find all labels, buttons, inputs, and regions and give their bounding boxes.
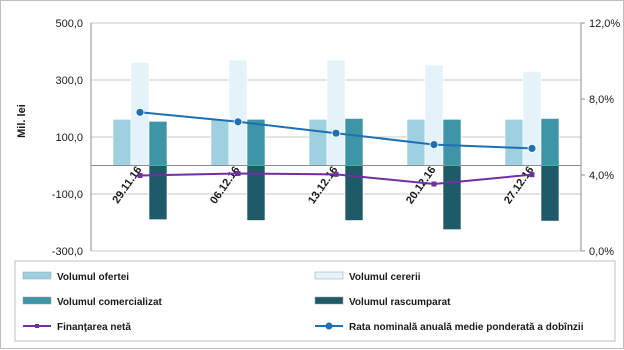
bar-2 bbox=[246, 119, 266, 166]
bar-3 bbox=[540, 165, 560, 222]
legend-label: Rata nominală anuală medie ponderată a d… bbox=[349, 322, 584, 333]
y2-tick-label: 4,0% bbox=[589, 170, 614, 182]
bar-0 bbox=[112, 119, 132, 166]
line-point bbox=[429, 140, 439, 150]
line-point bbox=[233, 117, 243, 127]
bar-3 bbox=[442, 165, 462, 230]
legend-swatch bbox=[314, 296, 344, 305]
y-tick-label: -100,0 bbox=[52, 189, 83, 201]
line-point bbox=[529, 172, 535, 178]
bar-1 bbox=[228, 59, 248, 166]
legend-label: Volumul comercializat bbox=[57, 297, 163, 308]
y2-tick-label: 8,0% bbox=[589, 94, 614, 106]
y2-tick-label: 12,0% bbox=[589, 18, 620, 30]
line-point bbox=[333, 171, 339, 177]
y-tick-label: 500,0 bbox=[55, 18, 83, 30]
bar-1 bbox=[326, 59, 346, 166]
bar-0 bbox=[210, 119, 230, 166]
line-point bbox=[431, 181, 437, 187]
line-point bbox=[235, 170, 241, 176]
line-point bbox=[527, 143, 537, 153]
bar-0 bbox=[504, 119, 524, 166]
y-axis-title: Mil. lei bbox=[16, 104, 28, 138]
y-tick-label: -300,0 bbox=[52, 246, 83, 258]
legend-label: Volumul rascumparat bbox=[349, 297, 451, 308]
legend-swatch bbox=[314, 271, 344, 280]
legend-swatch bbox=[22, 296, 52, 305]
bar-1 bbox=[424, 64, 444, 166]
y-tick-label: 100,0 bbox=[55, 132, 83, 144]
line-point bbox=[331, 128, 341, 138]
bar-0 bbox=[308, 119, 328, 166]
bar-3 bbox=[344, 165, 364, 221]
legend-label: Volumul cererii bbox=[349, 272, 421, 283]
bar-2 bbox=[344, 118, 364, 166]
legend-swatch bbox=[22, 271, 52, 280]
line-point bbox=[137, 172, 143, 178]
y-tick-label: 300,0 bbox=[55, 75, 83, 87]
bar-2 bbox=[540, 118, 560, 166]
legend-marker bbox=[325, 322, 333, 330]
legend-label: Finanţarea netă bbox=[57, 322, 131, 333]
bar-3 bbox=[148, 165, 168, 220]
legend-label: Volumul ofertei bbox=[57, 272, 129, 283]
bar-2 bbox=[442, 119, 462, 166]
y2-tick-label: 0,0% bbox=[589, 246, 614, 258]
legend-marker bbox=[35, 324, 39, 328]
bar-2 bbox=[148, 121, 168, 166]
line-point bbox=[135, 107, 145, 117]
